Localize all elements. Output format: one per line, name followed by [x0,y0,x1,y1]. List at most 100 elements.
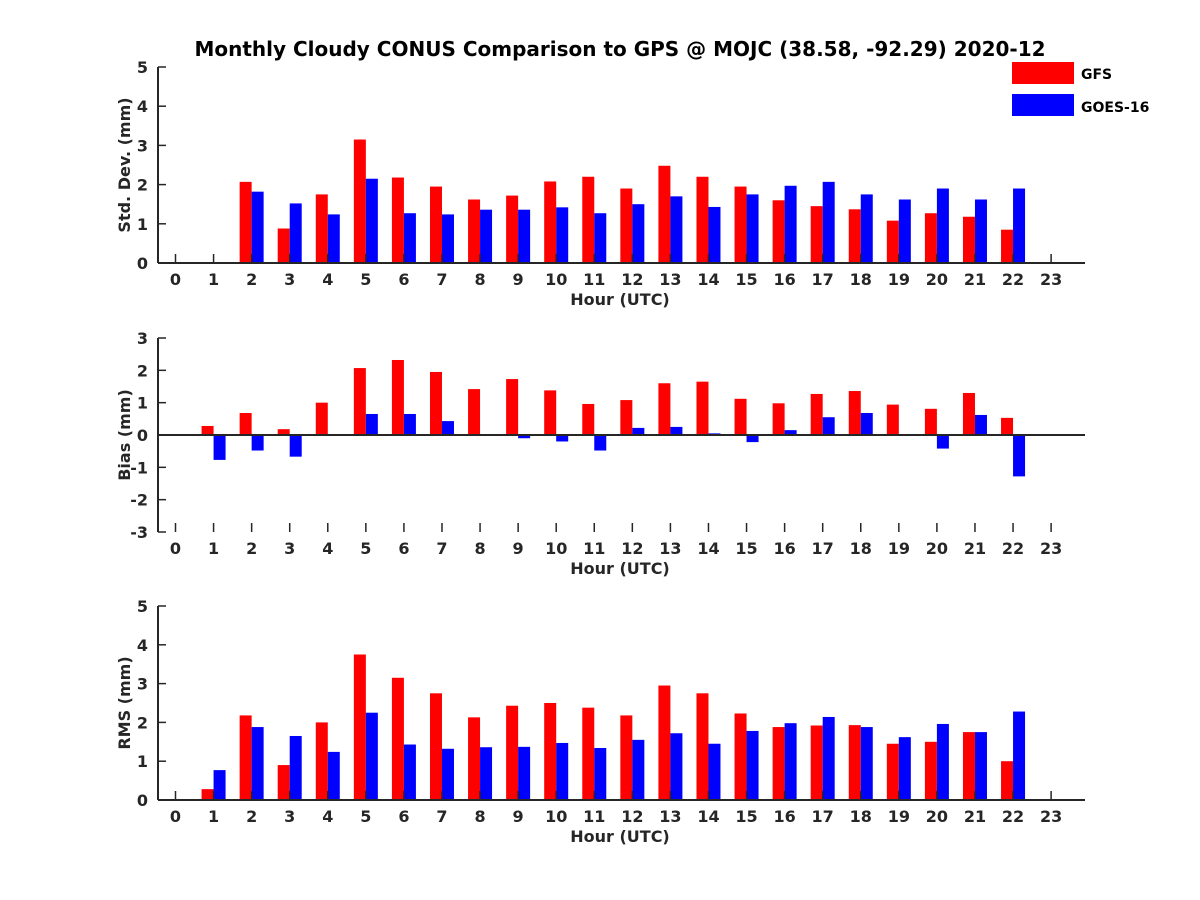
bar-rms-goes16-1 [213,770,226,800]
bar-std-goes16-14 [708,206,721,263]
x-tick-label-std-9: 9 [513,270,524,289]
bar-std-gfs-12 [620,188,633,263]
x-tick-label-bias-8: 8 [474,539,485,558]
x-axis-label-bias: Hour (UTC) [570,559,670,578]
x-tick-label-rms-13: 13 [659,807,681,826]
bar-rms-goes16-2 [251,727,264,800]
x-tick-label-bias-6: 6 [398,539,409,558]
bar-bias-gfs-4 [315,402,328,435]
bar-bias-gfs-14 [696,381,709,435]
bar-std-gfs-16 [772,200,785,263]
y-tick-label-std-4: 4 [137,97,148,116]
bar-std-goes16-20 [936,188,949,263]
x-tick-label-std-18: 18 [850,270,872,289]
x-tick-label-std-7: 7 [436,270,447,289]
x-tick-label-bias-1: 1 [208,539,219,558]
bar-std-goes16-10 [556,207,569,263]
bar-std-goes16-4 [327,214,340,263]
x-tick-label-bias-21: 21 [964,539,986,558]
bar-bias-gfs-21 [962,392,975,435]
x-tick-label-bias-19: 19 [888,539,910,558]
bar-rms-gfs-8 [468,717,481,800]
bar-std-goes16-13 [670,196,683,263]
x-tick-label-rms-12: 12 [621,807,643,826]
x-axis-label-rms: Hour (UTC) [570,827,670,846]
bar-std-goes16-3 [289,203,302,263]
x-tick-label-bias-13: 13 [659,539,681,558]
x-tick-label-std-14: 14 [697,270,719,289]
bar-rms-gfs-20 [924,741,937,800]
bar-rms-goes16-6 [403,744,416,800]
bar-bias-goes16-13 [670,426,683,435]
bar-rms-goes16-3 [289,735,302,800]
x-tick-label-std-20: 20 [926,270,948,289]
bar-std-gfs-8 [468,199,481,263]
x-tick-label-bias-2: 2 [246,539,257,558]
bar-bias-gfs-22 [1001,417,1014,435]
x-tick-label-std-13: 13 [659,270,681,289]
bar-rms-gfs-14 [696,693,709,800]
x-tick-label-bias-17: 17 [812,539,834,558]
x-tick-label-rms-14: 14 [697,807,719,826]
bar-bias-goes16-12 [632,427,645,435]
bar-std-goes16-17 [822,181,835,263]
bar-std-gfs-9 [506,195,519,263]
bar-bias-gfs-8 [468,389,481,435]
bar-std-goes16-16 [784,185,797,263]
x-tick-label-bias-15: 15 [735,539,757,558]
bar-rms-goes16-17 [822,716,835,800]
x-tick-label-std-16: 16 [773,270,795,289]
bar-std-gfs-6 [391,177,404,263]
x-tick-label-rms-19: 19 [888,807,910,826]
x-tick-label-bias-0: 0 [170,539,181,558]
y-tick-label-bias--2: -2 [130,491,148,510]
bar-rms-gfs-6 [391,677,404,800]
x-tick-label-bias-10: 10 [545,539,567,558]
x-tick-label-rms-11: 11 [583,807,605,826]
x-tick-label-rms-22: 22 [1002,807,1024,826]
bar-rms-gfs-17 [810,725,823,800]
bar-std-gfs-7 [429,186,442,263]
bar-bias-goes16-7 [441,421,454,435]
bar-bias-gfs-20 [924,408,937,435]
bar-bias-goes16-15 [746,435,759,443]
x-tick-label-rms-7: 7 [436,807,447,826]
bar-std-gfs-14 [696,176,709,263]
bar-std-goes16-8 [480,209,493,263]
y-axis-label-rms: RMS (mm) [115,656,134,749]
x-tick-label-bias-16: 16 [773,539,795,558]
x-tick-label-rms-4: 4 [322,807,333,826]
bar-std-goes16-21 [974,199,987,263]
y-tick-label-rms-3: 3 [137,675,148,694]
x-tick-label-rms-5: 5 [360,807,371,826]
bar-rms-goes16-5 [365,712,378,800]
bar-rms-gfs-1 [201,789,214,800]
bar-rms-goes16-14 [708,743,721,800]
bar-rms-goes16-8 [480,747,493,800]
x-tick-label-rms-1: 1 [208,807,219,826]
bar-std-gfs-10 [544,181,557,263]
bar-std-gfs-20 [924,213,937,263]
bar-bias-gfs-10 [544,390,557,435]
bar-rms-gfs-7 [429,693,442,800]
x-tick-label-std-1: 1 [208,270,219,289]
bar-rms-gfs-13 [658,685,671,800]
bar-bias-goes16-10 [556,435,569,442]
bar-std-goes16-5 [365,178,378,263]
bar-rms-gfs-16 [772,727,785,800]
bar-bias-goes16-21 [974,414,987,435]
legend-swatch-goes16 [1012,94,1074,116]
bar-std-gfs-2 [239,181,252,263]
bar-bias-gfs-17 [810,393,823,435]
bar-bias-gfs-16 [772,403,785,435]
bar-bias-gfs-2 [239,413,252,435]
bar-std-goes16-15 [746,194,759,263]
legend-swatch-gfs [1012,62,1074,84]
x-tick-label-rms-15: 15 [735,807,757,826]
bar-rms-goes16-13 [670,733,683,800]
y-tick-label-bias-1: 1 [137,394,148,413]
bar-bias-goes16-11 [594,435,607,451]
x-tick-label-rms-20: 20 [926,807,948,826]
